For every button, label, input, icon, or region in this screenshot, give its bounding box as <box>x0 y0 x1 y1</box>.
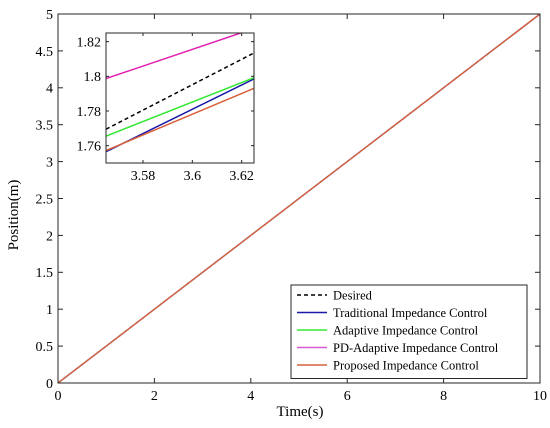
main-x-tick-label-0: 0 <box>55 389 62 404</box>
inset-frame <box>105 32 255 164</box>
main-y-tick-label-0: 0 <box>46 377 53 392</box>
inset-series-group <box>106 33 254 153</box>
main-y-tick-label-5: 2.5 <box>36 192 54 207</box>
main-y-tick-label-6: 3 <box>46 156 53 171</box>
inset-x-tick-label-1: 3.6 <box>184 169 202 184</box>
main-x-tick-label-1: 2 <box>151 389 158 404</box>
legend-label-2: Adaptive Impedance Control <box>333 324 479 338</box>
main-series-line-4 <box>58 14 540 383</box>
main-y-tick-label-8: 4 <box>46 82 53 97</box>
legend-box <box>290 284 528 379</box>
x-axis-label: Time(s) <box>277 404 324 420</box>
main-y-tick-label-2: 1 <box>46 303 53 318</box>
inset-x-tick-label-2: 3.62 <box>229 169 254 184</box>
inset-series-line-4 <box>106 87 254 152</box>
inset-y-tick-label-2: 1.8 <box>84 70 102 85</box>
main-series-group <box>58 14 540 383</box>
inset-series-line-3 <box>106 33 244 80</box>
inset-y-tick-label-0: 1.76 <box>77 140 102 155</box>
legend-label-3: PD-Adaptive Impedance Control <box>333 341 499 355</box>
main-x-tick-label-2: 4 <box>247 389 254 404</box>
main-y-tick-label-7: 3.5 <box>36 119 54 134</box>
main-x-tick-label-5: 10 <box>533 389 547 404</box>
inset-x-tick-label-0: 3.58 <box>131 169 156 184</box>
main-y-tick-label-4: 2 <box>46 229 53 244</box>
main-y-tick-label-9: 4.5 <box>36 45 54 60</box>
main-x-tick-label-3: 6 <box>344 389 351 404</box>
legend-label-4: Proposed Impedance Control <box>333 359 479 373</box>
inset-plot: 3.58 3.6 3.62 1.76 1.78 1.8 1.82 <box>77 32 255 184</box>
main-y-tick-label-3: 1.5 <box>36 266 54 281</box>
inset-y-tick-label-3: 1.82 <box>77 36 102 51</box>
legend: Desired Traditional Impedance Control Adap… <box>290 284 528 379</box>
inset-y-tick-label-1: 1.78 <box>77 105 102 120</box>
legend-label-0: Desired <box>333 289 373 303</box>
y-axis-label: Position(m) <box>6 180 22 251</box>
main-y-tick-label-10: 5 <box>46 8 53 23</box>
legend-label-1: Traditional Impedance Control <box>333 306 488 320</box>
inset-series-line-2 <box>106 77 254 137</box>
main-y-tick-label-1: 0.5 <box>36 340 54 355</box>
main-x-tick-label-4: 8 <box>440 389 447 404</box>
